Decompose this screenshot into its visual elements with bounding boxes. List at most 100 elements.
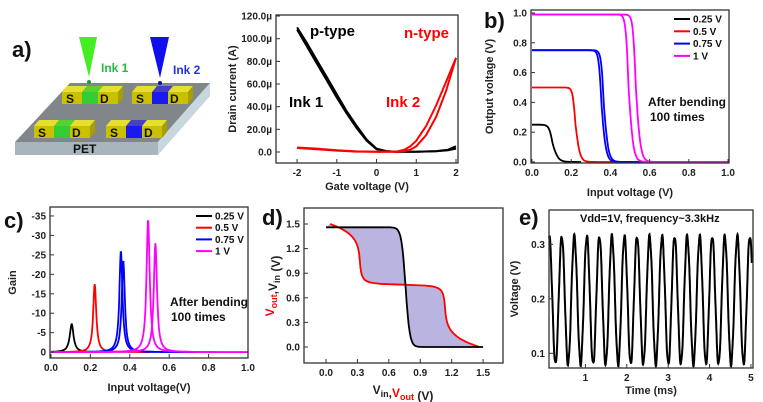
y-tick-label: 0.4	[513, 98, 527, 109]
y-tick-label: 0.2	[513, 128, 527, 139]
chart-butterfly: 0.0 0.3 0.6 0.9 1.2 1.5 0.0 0.3 0.6 0.9 1.2 1.5 Vin,…	[263, 207, 504, 402]
vtc-curve	[532, 13, 728, 163]
curve-vin-vs-vout	[329, 223, 480, 348]
annotation: n-type	[404, 25, 449, 42]
x-tick-label: 0.0	[319, 368, 333, 379]
y-tick-label: 0.6	[513, 68, 527, 79]
legend-label: 1 V	[693, 51, 708, 62]
channel-top	[152, 86, 173, 92]
label-part: ,	[389, 386, 392, 400]
source-label: S	[38, 126, 46, 140]
label-subscript: in	[272, 275, 282, 283]
chart-vtc: 0.0 0.2 0.4 0.6 0.8 1.0 0.0 0.2 0.4 0.6 0.8 1.0 Inpu…	[484, 8, 735, 199]
y-tick-label: 0.0	[258, 148, 272, 159]
chart-oscillator: 1 2 3 4 5 0.1 0.2 0.3 Time (ms) Voltage (V) Vdd=1V…	[509, 209, 754, 397]
x-tick-label: 2	[453, 168, 459, 179]
x-tick-label: 0.6	[382, 368, 396, 379]
annotation: After bending	[170, 295, 248, 309]
x-tick-label: 1.0	[241, 363, 255, 374]
plot-area	[51, 220, 248, 353]
electrode-side	[162, 120, 167, 138]
electrode-side	[90, 120, 95, 138]
x-tick-label: 0.6	[162, 363, 176, 374]
vtc-curve	[532, 123, 581, 163]
label-subscript: out	[269, 294, 279, 308]
y-tick-label: 0.0	[286, 343, 300, 354]
ink1-nozzle-icon	[79, 37, 97, 77]
label-part: (V)	[269, 256, 283, 275]
channel-ink1	[54, 126, 70, 138]
y-tick-label: 0.3	[531, 240, 545, 251]
label-part: V	[263, 308, 277, 316]
drain-label: D	[170, 92, 179, 106]
y-tick-label: -30	[32, 231, 47, 242]
plot-area	[326, 223, 484, 348]
y-tick-label: 100.0µ	[241, 34, 272, 45]
x-tick-label: 1.2	[445, 368, 459, 379]
channel-ink1	[82, 92, 98, 104]
channel-ink2	[152, 92, 168, 104]
x-tick-label: 0.9	[413, 368, 427, 379]
x-axis-label: Time (ms)	[625, 385, 677, 397]
y-tick-label: 0	[40, 348, 46, 359]
axes-frame	[49, 206, 249, 359]
y-axis-label: Vout,Vin (V)	[263, 256, 283, 317]
panel-label-c: c)	[4, 208, 24, 233]
chart-title: Vdd=1V, frequency~3.3kHz	[580, 213, 720, 225]
y-tick-label: -25	[32, 250, 47, 261]
ink2-nozzle-icon	[150, 37, 169, 78]
label-part: (V)	[414, 389, 433, 402]
channel-top	[82, 86, 103, 92]
y-tick-label: -20	[32, 270, 47, 281]
y-tick-label: 60.0µ	[247, 80, 272, 91]
legend-label: 0.75 V	[693, 39, 722, 50]
label-part: V	[373, 383, 381, 397]
noise-margin-fill	[326, 224, 484, 347]
x-tick-label: 0.8	[202, 363, 216, 374]
x-tick-label: 1	[583, 373, 589, 384]
x-tick-label: 0.4	[603, 168, 617, 179]
legend-label: 0.75 V	[215, 235, 244, 246]
y-tick-label: -35	[32, 211, 47, 222]
y-axis-label: Drain current (A)	[227, 45, 239, 133]
oscillation-waveform	[548, 231, 753, 369]
y-tick-label: 0.8	[513, 38, 527, 49]
x-tick-label: 0.2	[564, 168, 578, 179]
x-tick-label: 3	[665, 373, 671, 384]
drain-label: D	[100, 92, 109, 106]
x-tick-label: -1	[332, 168, 341, 179]
electrode-side	[118, 86, 123, 104]
x-tick-label: 0.3	[350, 368, 364, 379]
annotation: 100 times	[650, 110, 705, 124]
drain-label: D	[72, 126, 81, 140]
axes-frame	[530, 9, 730, 164]
curve-n-type	[297, 57, 457, 153]
x-axis-label: Gate voltage (V)	[325, 181, 409, 193]
y-tick-label: -10	[32, 309, 47, 320]
chart-gain: 0.0 0.2 0.4 0.6 0.8 1.0 0 -5 -10 -15 -20 -25 -30 -35 I…	[7, 206, 255, 394]
substrate-label: PET	[73, 142, 97, 156]
x-tick-label: 0.8	[682, 168, 696, 179]
ink1-droplet	[87, 80, 91, 84]
y-tick-label: 0.9	[286, 269, 300, 280]
channel-top	[126, 120, 147, 126]
y-tick-label: 1.5	[286, 219, 300, 230]
panel-label-b: b)	[484, 8, 505, 33]
x-tick-label: 2	[624, 373, 630, 384]
label-subscript: out	[400, 392, 414, 402]
x-tick-label: 0.6	[643, 168, 657, 179]
x-axis-label: Vin,Vout (V)	[373, 383, 434, 402]
panel-label-d: d)	[262, 205, 283, 230]
y-tick-label: 80.0µ	[247, 57, 272, 68]
y-tick-label: 0.1	[531, 349, 545, 360]
y-axis-label: Gain	[7, 270, 19, 295]
substrate-front-face	[15, 142, 158, 155]
y-tick-label: 1.2	[286, 244, 300, 255]
panel-label-a: a)	[12, 37, 32, 62]
ink2-label: Ink 2	[173, 63, 201, 77]
y-tick-label: 1.0	[513, 8, 527, 19]
